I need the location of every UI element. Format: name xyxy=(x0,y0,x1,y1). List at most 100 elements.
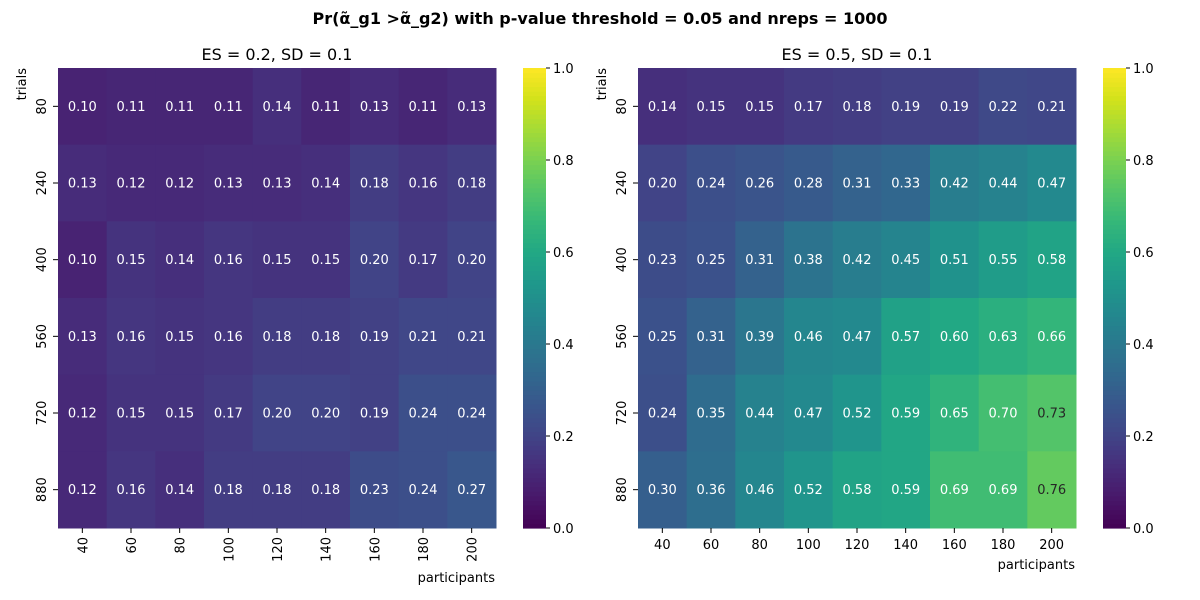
colorbar-segment xyxy=(523,367,546,373)
cell-value-label: 0.31 xyxy=(843,177,872,192)
x-tick-label: 120 xyxy=(845,538,870,553)
cell-value-label: 0.73 xyxy=(1037,407,1066,422)
colorbar-segment xyxy=(523,413,546,419)
cell-value-label: 0.19 xyxy=(940,100,969,115)
heatmap-cell xyxy=(301,144,351,222)
heatmap-cell xyxy=(106,144,156,222)
colorbar-segment xyxy=(523,468,546,474)
x-tick-label: 140 xyxy=(320,537,335,562)
colorbar-segment xyxy=(1103,302,1126,308)
colorbar-segment xyxy=(523,146,546,152)
colorbar-segment xyxy=(1103,270,1126,276)
heatmap-cell xyxy=(638,374,688,452)
heatmap-cell xyxy=(832,68,882,146)
cell-value-label: 0.18 xyxy=(360,177,389,192)
x-tick-label: 200 xyxy=(1039,538,1064,553)
colorbar-segment xyxy=(523,206,546,212)
colorbar-segment xyxy=(1103,127,1126,133)
heatmap-cell xyxy=(447,298,497,376)
colorbar-segment xyxy=(523,210,546,216)
x-axis-label: participants xyxy=(418,571,496,586)
cell-value-label: 0.25 xyxy=(648,330,677,345)
cell-value-label: 0.25 xyxy=(697,253,726,268)
colorbar-segment xyxy=(523,229,546,235)
colorbar-segment xyxy=(523,169,546,175)
heatmap-cell xyxy=(252,144,302,222)
heatmap-cell xyxy=(784,374,834,452)
x-tick-label: 40 xyxy=(654,538,671,553)
colorbar-segment xyxy=(1103,132,1126,138)
y-tick-label: 560 xyxy=(615,324,630,349)
cell-value-label: 0.14 xyxy=(311,177,340,192)
heatmap-cell xyxy=(735,451,785,529)
colorbar-segment xyxy=(1103,505,1126,511)
colorbar-segment xyxy=(1103,311,1126,317)
colorbar-segment xyxy=(1103,81,1126,87)
colorbar-segment xyxy=(1103,178,1126,184)
cell-value-label: 0.22 xyxy=(989,100,1018,115)
cell-value-label: 0.35 xyxy=(697,407,726,422)
heatmap-cell xyxy=(350,451,400,529)
cell-value-label: 0.19 xyxy=(891,100,920,115)
colorbar-segment xyxy=(523,523,546,529)
colorbar-segment xyxy=(1103,390,1126,396)
colorbar-tick-label: 1.0 xyxy=(1133,62,1154,77)
colorbar-segment xyxy=(1103,307,1126,313)
cell-value-label: 0.11 xyxy=(165,100,194,115)
cell-value-label: 0.57 xyxy=(891,330,920,345)
colorbar-segment xyxy=(1103,91,1126,97)
cell-value-label: 0.15 xyxy=(117,253,146,268)
heatmap-cell xyxy=(930,221,980,299)
colorbar-segment xyxy=(1103,454,1126,460)
colorbar-segment xyxy=(523,238,546,244)
cell-value-label: 0.52 xyxy=(794,483,823,498)
colorbar-segment xyxy=(1103,100,1126,106)
heatmap-cell xyxy=(58,451,108,529)
colorbar-segment xyxy=(523,155,546,161)
colorbar-segment xyxy=(1103,431,1126,437)
x-axis-label: participants xyxy=(998,558,1076,573)
cell-value-label: 0.11 xyxy=(409,100,438,115)
colorbar-tick-label: 0.2 xyxy=(1133,430,1154,445)
x-tick-label: 80 xyxy=(751,538,768,553)
heatmap-cell xyxy=(204,144,254,222)
x-tick-label: 60 xyxy=(125,537,140,554)
heatmap-cell xyxy=(155,68,205,146)
heatmap-cell xyxy=(350,374,400,452)
cell-value-label: 0.13 xyxy=(457,100,486,115)
cell-value-label: 0.15 xyxy=(745,100,774,115)
cell-value-label: 0.18 xyxy=(214,483,243,498)
cell-value-label: 0.13 xyxy=(214,177,243,192)
cell-value-label: 0.10 xyxy=(68,253,97,268)
cell-value-label: 0.33 xyxy=(891,177,920,192)
cell-value-label: 0.47 xyxy=(794,407,823,422)
x-tick-label: 180 xyxy=(991,538,1016,553)
colorbar-tick-label: 0.2 xyxy=(553,430,574,445)
colorbar-segment xyxy=(1103,344,1126,350)
colorbar-tick-label: 0.6 xyxy=(553,246,574,261)
cell-value-label: 0.21 xyxy=(1037,100,1066,115)
heatmap-cell xyxy=(398,68,448,146)
heatmap-cell xyxy=(978,68,1028,146)
colorbar-segment xyxy=(1103,468,1126,474)
heatmap-cell xyxy=(784,451,834,529)
x-tick-label: 60 xyxy=(703,538,720,553)
colorbar-segment xyxy=(523,242,546,248)
heatmap-cell xyxy=(881,221,931,299)
colorbar-segment xyxy=(523,422,546,428)
heatmap-cell xyxy=(301,451,351,529)
cell-value-label: 0.16 xyxy=(117,483,146,498)
colorbar-segment xyxy=(523,114,546,120)
colorbar-segment xyxy=(523,132,546,138)
y-tick-label: 80 xyxy=(615,98,630,115)
colorbar-segment xyxy=(1103,192,1126,198)
colorbar-segment xyxy=(523,298,546,304)
y-tick-label: 720 xyxy=(615,401,630,426)
colorbar-tick-label: 0.8 xyxy=(1133,154,1154,169)
colorbar-segment xyxy=(523,440,546,446)
colorbar-segment xyxy=(1103,224,1126,230)
colorbar-segment xyxy=(523,353,546,359)
cell-value-label: 0.20 xyxy=(457,253,486,268)
colorbar-segment xyxy=(1103,459,1126,465)
